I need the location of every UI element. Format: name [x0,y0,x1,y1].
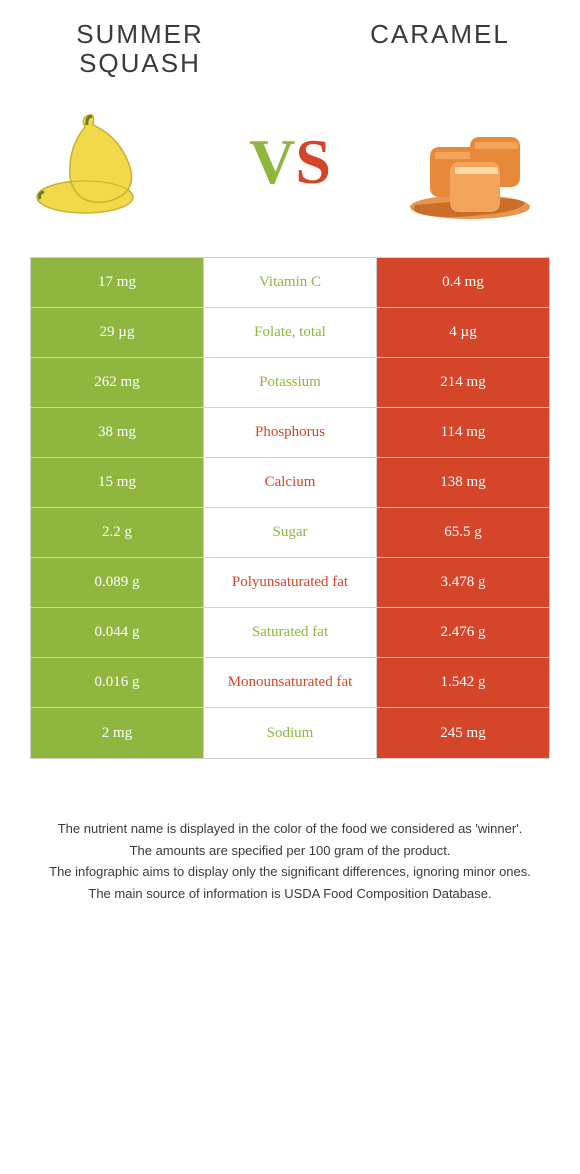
table-row: 2 mgSodium245 mg [31,708,549,758]
footnote-line: The amounts are specified per 100 gram o… [40,841,540,861]
nutrient-name-cell: Sodium [204,708,377,758]
table-row: 0.016 gMonounsaturated fat1.542 g [31,658,549,708]
left-value-cell: 38 mg [31,408,204,457]
table-row: 38 mgPhosphorus114 mg [31,408,549,458]
footnote-line: The nutrient name is displayed in the co… [40,819,540,839]
right-value-cell: 245 mg [377,708,549,758]
table-row: 15 mgCalcium138 mg [31,458,549,508]
vs-label: VS [249,125,331,199]
left-value-cell: 29 µg [31,308,204,357]
comparison-table: 17 mgVitamin C0.4 mg29 µgFolate, total4 … [30,257,550,759]
right-value-cell: 2.476 g [377,608,549,657]
caramel-icon [390,97,550,227]
footnotes: The nutrient name is displayed in the co… [40,819,540,903]
table-row: 29 µgFolate, total4 µg [31,308,549,358]
right-value-cell: 65.5 g [377,508,549,557]
right-value-cell: 4 µg [377,308,549,357]
left-value-cell: 2 mg [31,708,204,758]
left-value-cell: 17 mg [31,258,204,307]
nutrient-name-cell: Vitamin C [204,258,377,307]
header: Summer squash Caramel [0,0,580,77]
nutrient-name-cell: Polyunsaturated fat [204,558,377,607]
nutrient-name-cell: Potassium [204,358,377,407]
right-value-cell: 0.4 mg [377,258,549,307]
squash-icon [30,97,190,227]
left-value-cell: 0.044 g [31,608,204,657]
right-value-cell: 114 mg [377,408,549,457]
table-row: 17 mgVitamin C0.4 mg [31,258,549,308]
nutrient-name-cell: Phosphorus [204,408,377,457]
vs-letter-s: S [295,125,331,199]
table-row: 0.089 gPolyunsaturated fat3.478 g [31,558,549,608]
left-value-cell: 2.2 g [31,508,204,557]
right-food-title: Caramel [340,20,540,49]
footnote-line: The infographic aims to display only the… [40,862,540,882]
right-value-cell: 1.542 g [377,658,549,707]
left-value-cell: 0.089 g [31,558,204,607]
right-value-cell: 214 mg [377,358,549,407]
left-value-cell: 262 mg [31,358,204,407]
right-food-image [390,97,550,227]
right-value-cell: 3.478 g [377,558,549,607]
nutrient-name-cell: Saturated fat [204,608,377,657]
nutrient-name-cell: Sugar [204,508,377,557]
table-row: 0.044 gSaturated fat2.476 g [31,608,549,658]
nutrient-name-cell: Calcium [204,458,377,507]
right-value-cell: 138 mg [377,458,549,507]
table-row: 2.2 gSugar65.5 g [31,508,549,558]
vs-row: VS [0,77,580,257]
table-row: 262 mgPotassium214 mg [31,358,549,408]
nutrient-name-cell: Monounsaturated fat [204,658,377,707]
left-food-title: Summer squash [40,20,240,77]
left-food-image [30,97,190,227]
vs-letter-v: V [249,125,295,199]
footnote-line: The main source of information is USDA F… [40,884,540,904]
left-value-cell: 0.016 g [31,658,204,707]
nutrient-name-cell: Folate, total [204,308,377,357]
left-value-cell: 15 mg [31,458,204,507]
